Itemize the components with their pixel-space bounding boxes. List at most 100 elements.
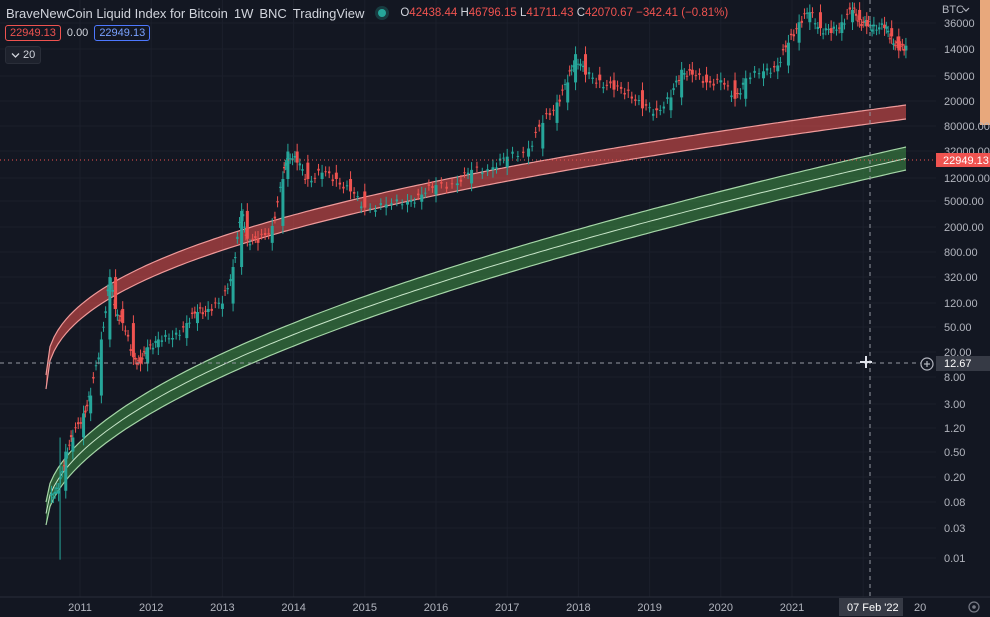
candle	[238, 217, 241, 228]
candle	[204, 305, 207, 317]
candle	[52, 492, 55, 504]
market-status-icon	[378, 9, 387, 17]
candle	[757, 68, 761, 79]
candle	[328, 166, 331, 179]
candle	[334, 164, 338, 187]
crosshair-date-badge	[839, 598, 903, 616]
candle	[284, 159, 287, 171]
time-tick-label: 2016	[424, 602, 448, 614]
candle	[293, 151, 297, 163]
settings-gear-icon[interactable]	[968, 601, 980, 613]
candle	[223, 285, 227, 296]
candle	[434, 177, 438, 203]
candle	[685, 70, 689, 81]
candle	[174, 327, 178, 340]
candle	[55, 482, 59, 494]
candle	[313, 172, 317, 183]
candle	[92, 372, 95, 384]
candle	[789, 28, 793, 40]
candle	[901, 38, 904, 51]
current-price-label: 22949.13	[943, 155, 989, 167]
candle	[591, 72, 594, 84]
candle	[616, 80, 619, 91]
change-value: −342.41 (−0.81%)	[636, 7, 729, 19]
time-scale-background	[0, 597, 990, 617]
candle	[773, 61, 776, 73]
candle	[106, 284, 109, 297]
candle	[609, 76, 612, 89]
upper-band-fill	[46, 105, 906, 389]
candle	[701, 76, 705, 88]
candle	[89, 387, 93, 422]
candle	[360, 201, 363, 214]
candle	[53, 486, 57, 499]
candle	[723, 77, 726, 90]
add-alert-icon[interactable]	[920, 357, 934, 371]
high-key: H	[460, 7, 469, 19]
price-scale-highlight	[980, 0, 990, 125]
candle	[854, 8, 858, 21]
candle	[279, 181, 282, 193]
candle	[160, 335, 164, 347]
candle	[466, 167, 470, 179]
candle	[623, 88, 626, 100]
time-tick-label: 2019	[637, 602, 661, 614]
candle	[131, 315, 135, 366]
candle	[126, 329, 130, 342]
currency-label[interactable]: BTC	[942, 4, 964, 16]
candle	[548, 108, 552, 120]
candle	[677, 75, 681, 85]
candle	[572, 60, 575, 73]
interval-label[interactable]: 1W	[233, 5, 254, 21]
candle	[516, 151, 520, 162]
lower-band-fill	[46, 147, 906, 525]
candle	[99, 331, 103, 404]
currency-dropdown-icon[interactable]	[962, 7, 970, 12]
candle	[68, 439, 71, 451]
crosshair-price-label: 12.67	[944, 358, 972, 370]
candle	[303, 173, 307, 185]
candle	[182, 321, 185, 333]
time-tick-label: 2015	[353, 602, 377, 614]
candle	[231, 259, 235, 312]
candle	[899, 41, 902, 52]
lower-band-bottom-line	[45, 169, 907, 526]
current-price-badge	[936, 153, 990, 167]
candle	[400, 199, 404, 210]
lower-band-mid-line	[45, 158, 907, 514]
candle	[185, 315, 189, 346]
open-value: 42438.44	[409, 7, 458, 19]
price-scale[interactable]: BTC 3600014000500002000080000.0032000.00…	[920, 0, 990, 597]
candle	[84, 405, 87, 418]
collapse-indicators-button[interactable]: 20	[5, 46, 42, 64]
candle	[705, 66, 709, 91]
candle	[541, 115, 545, 157]
open-key: O	[400, 7, 410, 19]
candle	[270, 218, 274, 251]
candle	[698, 68, 701, 80]
time-scale[interactable]: 2011 2012 2013 2014 2015 2016 2017 2018 2019 2020…	[0, 596, 990, 617]
candle	[427, 179, 431, 191]
candle	[690, 61, 694, 83]
price-tick-label: 320.00	[944, 272, 978, 284]
candle	[875, 24, 878, 36]
candle	[97, 352, 100, 365]
time-tick-label: 2020	[709, 602, 733, 614]
candle	[108, 269, 112, 348]
candle	[892, 38, 895, 50]
candle	[190, 307, 194, 319]
candle	[776, 57, 780, 80]
candle	[276, 196, 279, 208]
candle	[511, 146, 514, 159]
candle	[164, 330, 167, 342]
candle	[800, 15, 803, 28]
candle	[295, 143, 299, 171]
candle	[862, 16, 865, 28]
candle	[644, 99, 648, 111]
time-tick-label: 2014	[281, 602, 305, 614]
symbol-title[interactable]: BraveNewCoin Liquid Index for Bitcoin	[6, 5, 228, 21]
candle	[306, 154, 310, 187]
candle	[595, 77, 598, 89]
candle-series	[50, 2, 908, 560]
